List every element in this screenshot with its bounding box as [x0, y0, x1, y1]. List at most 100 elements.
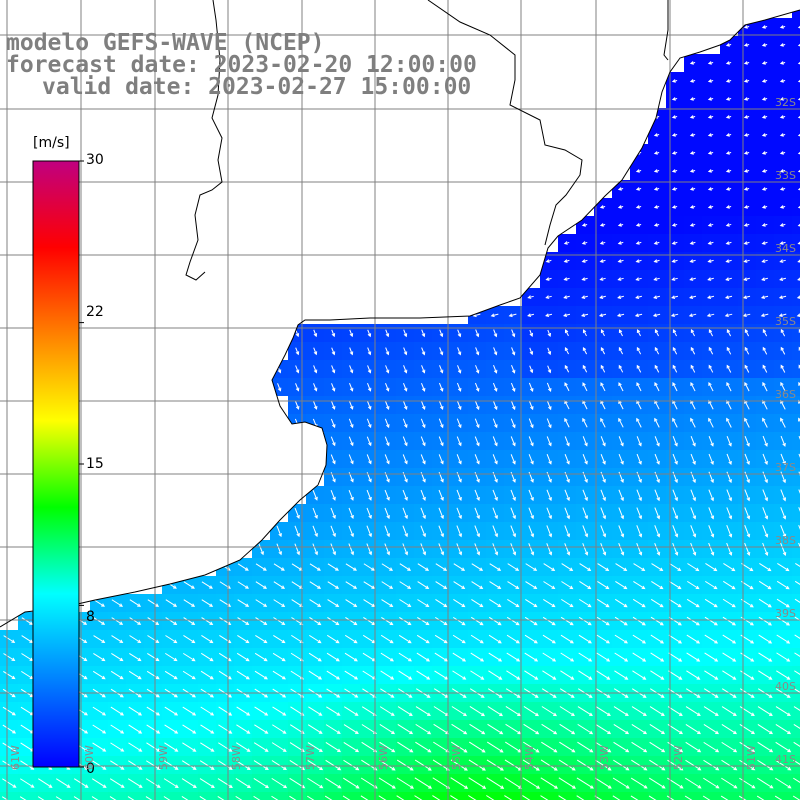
wind-arrow-head: [642, 712, 647, 716]
wind-arrow-head: [798, 381, 800, 386]
wind-arrow: [668, 616, 682, 626]
wind-arrow-head: [674, 442, 678, 447]
wind-arrow: [164, 724, 178, 734]
wind-arrow: [492, 454, 498, 464]
wind-arrow: [307, 759, 323, 771]
wind-arrow-head: [228, 712, 233, 716]
wind-arrow: [579, 563, 591, 571]
wind-arrow: [474, 382, 480, 392]
wind-arrow-head: [367, 333, 372, 338]
wind-arrow-head: [564, 346, 569, 351]
wind-arrow: [20, 724, 34, 734]
wind-cell: [792, 558, 800, 576]
wind-arrow: [614, 634, 628, 644]
wind-arrow: [560, 652, 574, 662]
wind-arrow: [779, 295, 787, 299]
wind-arrow-head: [313, 333, 318, 338]
wind-arrow-head: [498, 676, 503, 680]
wind-arrow-head: [786, 658, 791, 662]
wind-arrow-head: [499, 730, 504, 735]
wind-arrow: [525, 581, 537, 589]
wind-arrow-head: [797, 43, 800, 47]
wind-arrow-head: [588, 639, 592, 644]
wind-arrow: [420, 489, 426, 501]
wind-arrow: [524, 670, 538, 680]
wind-arrow-head: [689, 295, 694, 299]
wind-arrow-head: [545, 313, 550, 317]
wind-arrow: [524, 634, 538, 644]
wind-arrow: [582, 347, 588, 355]
wind-arrow-head: [409, 730, 414, 735]
wind-arrow: [19, 796, 27, 800]
wind-arrow-head: [602, 533, 607, 538]
wind-arrow: [235, 795, 243, 800]
wind-arrow-head: [602, 478, 606, 484]
wind-cell: [630, 792, 648, 800]
wind-arrow-head: [422, 533, 426, 538]
wind-arrow: [93, 653, 105, 661]
wind-arrow: [218, 670, 232, 680]
wind-arrow-head: [119, 603, 124, 607]
wind-arrow: [468, 759, 486, 771]
wind-arrow-head: [725, 79, 730, 83]
wind-arrow: [201, 581, 213, 589]
wind-arrow-head: [642, 658, 647, 662]
wind-arrow: [690, 365, 696, 373]
wind-arrow-head: [751, 784, 756, 789]
wind-arrow-head: [313, 405, 318, 410]
wind-arrow: [486, 795, 495, 800]
wind-arrow-head: [552, 658, 557, 662]
wind-arrow: [721, 706, 737, 716]
wind-arrow: [432, 795, 441, 800]
wind-arrow-head: [643, 766, 648, 771]
wind-arrow: [762, 507, 768, 519]
wind-arrow: [182, 742, 196, 752]
wind-arrow: [793, 706, 800, 711]
wind-arrow: [522, 777, 540, 789]
wind-arrow: [722, 580, 736, 590]
wind-arrow: [685, 759, 701, 771]
wind-arrow-head: [475, 387, 480, 392]
wind-arrow: [564, 418, 570, 428]
wind-arrow: [3, 670, 15, 680]
wind-arrow-head: [30, 784, 35, 788]
wind-arrow-head: [264, 730, 269, 734]
wind-arrow-head: [355, 785, 360, 789]
wind-arrow-head: [671, 115, 676, 119]
wind-arrow-head: [725, 151, 730, 155]
wind-arrow-head: [779, 43, 784, 47]
wind-arrow-head: [797, 61, 800, 65]
wind-arrow: [217, 795, 225, 800]
wind-arrow-head: [210, 766, 215, 770]
wind-arrow: [182, 652, 196, 662]
wind-arrow: [307, 724, 323, 734]
wind-arrow: [416, 670, 430, 680]
wind-arrow-head: [671, 259, 676, 263]
wind-arrow: [312, 489, 318, 501]
wind-arrow-head: [715, 730, 720, 735]
wind-arrow-head: [512, 515, 516, 520]
wind-arrow-head: [761, 97, 766, 101]
wind-arrow-head: [499, 749, 504, 753]
wind-arrow-head: [545, 277, 550, 281]
wind-arrow: [236, 706, 250, 716]
wind-arrow: [744, 382, 750, 392]
wind-arrow-head: [674, 551, 679, 556]
wind-arrow: [453, 581, 465, 589]
wind-arrow-head: [83, 621, 88, 625]
wind-arrow: [1, 796, 9, 800]
wind-arrow-head: [642, 676, 647, 680]
wind-arrow-head: [533, 567, 538, 571]
wind-arrow: [474, 418, 480, 428]
wind-arrow-head: [742, 295, 748, 299]
wind-arrow-head: [11, 693, 16, 698]
wind-arrow: [451, 723, 467, 735]
lon-label: 55W: [450, 745, 463, 770]
wind-arrow-head: [332, 460, 336, 465]
wind-arrow-head: [295, 351, 300, 356]
wind-arrow-head: [317, 657, 322, 662]
wind-arrow-head: [714, 676, 719, 680]
wind-arrow-head: [599, 259, 604, 263]
wind-arrow-head: [263, 639, 268, 644]
wind-arrow-head: [743, 187, 748, 191]
